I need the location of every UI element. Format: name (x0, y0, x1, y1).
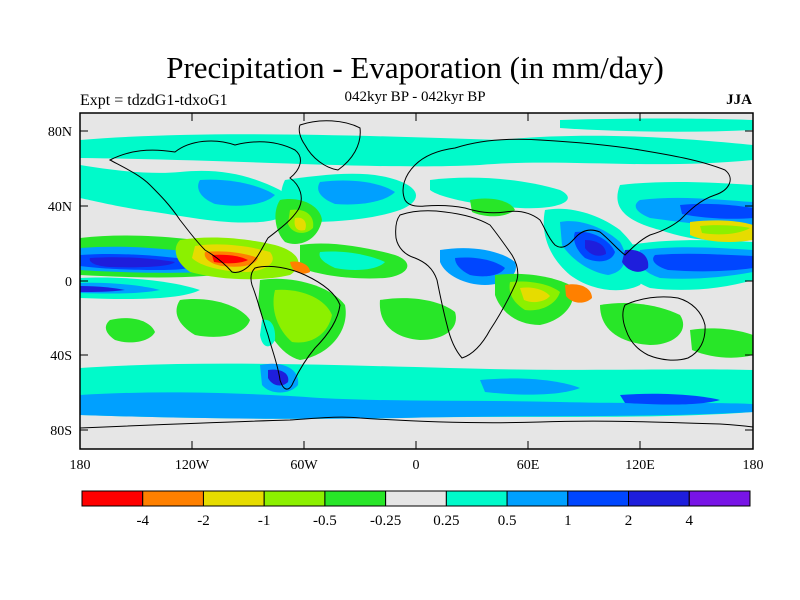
lon-label: 0 (413, 458, 420, 473)
coastline-south-america (250, 265, 341, 390)
colorbar-swatch (506, 490, 569, 507)
colorbar-swatch (81, 490, 144, 507)
field-patch (600, 303, 684, 345)
field-patch (379, 298, 456, 340)
field-patch (653, 253, 753, 272)
lon-label: 180 (743, 458, 764, 473)
field-patch (273, 289, 332, 343)
colorbar-label: -0.5 (313, 513, 337, 529)
longitude-axis: 180 120W 60W 0 60E 120E 180 (70, 113, 764, 473)
coastline-layer (80, 120, 753, 429)
period-label: 042kyr BP - 042kyr BP (344, 89, 486, 105)
field-patch (520, 287, 550, 303)
field-patch (455, 257, 505, 277)
coastline-australia (622, 296, 706, 361)
coastline-greenland (298, 120, 361, 171)
colorbar-swatch (142, 490, 204, 507)
field-patch (294, 217, 306, 231)
field-patch (560, 118, 753, 132)
field-patch (198, 179, 275, 206)
colorbar-swatch (688, 490, 751, 507)
colorbar-swatch (263, 490, 326, 507)
field-patch (680, 203, 753, 219)
colorbar-swatch (202, 490, 265, 507)
experiment-label: Expt = tdzdG1-tdxoG1 (80, 92, 228, 109)
colorbar-label: -0.25 (370, 513, 401, 529)
colorbar-swatch (324, 490, 387, 507)
lat-label: 0 (65, 275, 72, 290)
colorbar-label: 0.25 (433, 513, 459, 529)
main-title: Precipitation - Evaporation (in mm/day) (166, 50, 664, 85)
lon-label: 180 (70, 458, 91, 473)
lat-label: 80N (48, 125, 72, 140)
lon-label: 60W (290, 458, 318, 473)
field-patch (80, 392, 753, 419)
field-patch (176, 299, 250, 337)
field-patch (80, 165, 291, 223)
field-patch (105, 318, 155, 343)
latitude-axis: 80N 40N 0 40S 80S (48, 125, 753, 439)
coastline-africa (395, 210, 519, 359)
colorbar-label: 4 (686, 513, 694, 529)
colorbar-label: 0.5 (498, 513, 517, 529)
field-patch (480, 378, 580, 395)
field-patch (622, 249, 649, 272)
field-patch (585, 240, 606, 256)
field-patch (690, 328, 753, 358)
colorbar-label: -2 (197, 513, 210, 529)
colorbar-swatch (385, 490, 447, 507)
lon-label: 60E (517, 458, 540, 473)
field-patch (89, 257, 175, 268)
lon-label: 120E (625, 458, 655, 473)
field-patch (430, 177, 568, 209)
field-patch (565, 284, 592, 303)
coastline-eurasia (402, 138, 731, 256)
field-patch (318, 180, 395, 205)
colorbar-label: -4 (136, 513, 149, 529)
colorbar-swatch (445, 490, 508, 507)
lat-label: 80S (50, 424, 72, 439)
field-patch (620, 393, 720, 405)
field-patch (268, 369, 289, 386)
colorbar-swatch (628, 490, 690, 507)
colorbar-swatch (567, 490, 630, 507)
lat-label: 40N (48, 200, 72, 215)
coastline-antarctica (80, 416, 753, 429)
coastline-north-america (108, 140, 302, 273)
field-patch (80, 286, 125, 292)
colorbar: -4 -2 -1 -0.5 -0.25 0.25 0.5 1 2 4 (81, 490, 751, 529)
colorbar-label: 1 (564, 513, 572, 529)
colorbar-label: 2 (625, 513, 633, 529)
season-label: JJA (726, 92, 752, 108)
lon-label: 120W (175, 458, 210, 473)
lat-label: 40S (50, 349, 72, 364)
colorbar-label: -1 (258, 513, 271, 529)
field-patch (319, 251, 385, 270)
field-patch (700, 225, 750, 235)
